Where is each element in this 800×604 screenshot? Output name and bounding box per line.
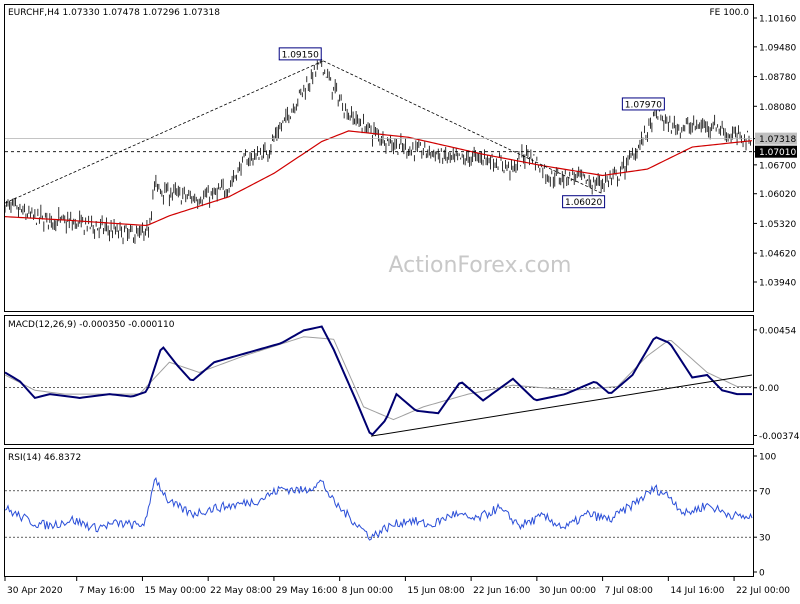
annotation-0: 1.09150 <box>278 47 322 61</box>
macd-tick-label: -0.003745 <box>759 432 800 442</box>
moving-average-line <box>4 130 753 227</box>
x-tick-label: 30 Apr 2020 <box>7 586 63 596</box>
x-tick-label: 22 Jul 00:00 <box>736 586 790 596</box>
annotation-box <box>621 97 665 111</box>
annotation-1: 1.07970 <box>621 97 665 111</box>
x-tick-label: 7 May 16:00 <box>79 586 135 596</box>
x-tick-label: 30 Jun 00:00 <box>539 586 596 596</box>
price-tick-label: 1.03940 <box>759 279 796 289</box>
x-tick-label: 14 Jul 16:00 <box>670 586 724 596</box>
rsi-title: RSI(14) 46.8372 <box>8 453 81 463</box>
level-badge <box>755 145 797 158</box>
price-trend-line-1 <box>323 60 603 195</box>
fe-label: FE 100.0 <box>710 8 750 18</box>
price-tick-label: 1.08080 <box>759 103 796 113</box>
price-tick-label: 1.07010 <box>759 148 796 158</box>
x-tick-label: 15 Jun 08:00 <box>407 586 464 596</box>
rsi-tick-label: 0 <box>759 569 765 579</box>
macd-panel <box>4 315 754 445</box>
price-tick-label: 1.08780 <box>759 73 796 83</box>
x-tick-label: 15 May 00:00 <box>144 586 206 596</box>
rsi-tick-label: 100 <box>759 453 776 463</box>
price-layer: 1.09150 1.07970 1.06020 <box>4 47 753 245</box>
macd-trend-line-0 <box>370 374 753 437</box>
x-tick-label: 7 Jul 08:00 <box>605 586 654 596</box>
current-price-badge <box>755 132 797 145</box>
rsi-tick-label: 30 <box>759 534 771 544</box>
macd-tick-label: 0.00 <box>759 384 779 394</box>
rsi-tick-label: 70 <box>759 487 771 497</box>
price-tick-label: 1.07318 <box>759 135 796 145</box>
x-tick-label: 8 Jun 00:00 <box>342 586 394 596</box>
annotation-box <box>278 47 322 61</box>
annotation-label: 1.07970 <box>625 100 662 110</box>
x-tick-label: 22 Jun 16:00 <box>473 586 530 596</box>
price-tick-label: 1.10160 <box>759 15 796 25</box>
price-tick-label: 1.09480 <box>759 43 796 53</box>
candlesticks <box>4 53 751 245</box>
macd-title: MACD(12,26,9) -0.000350 -0.000110 <box>8 320 175 330</box>
price-title: EURCHF,H4 1.07330 1.07478 1.07296 1.0731… <box>8 8 220 18</box>
rsi-panel <box>4 448 754 577</box>
price-panel <box>4 4 754 312</box>
annotation-2: 1.06020 <box>562 195 606 209</box>
watermark: ActionForex.com <box>389 253 572 278</box>
macd-layer <box>4 325 753 437</box>
annotation-label: 1.09150 <box>282 50 319 60</box>
x-tick-label: 22 May 08:00 <box>210 586 272 596</box>
price-trend-line-0 <box>4 60 324 204</box>
macd-main-line <box>4 325 752 436</box>
price-tick-label: 1.04620 <box>759 250 796 260</box>
price-tick-label: 1.05320 <box>759 220 796 230</box>
x-tick-label: 29 May 16:00 <box>276 586 338 596</box>
annotation-box <box>562 195 606 209</box>
price-tick-label: 1.06020 <box>759 190 796 200</box>
macd-signal-line <box>4 336 752 421</box>
macd-tick-label: 0.00454 <box>759 326 796 336</box>
annotation-label: 1.06020 <box>565 198 602 208</box>
axis-layer: 1.10160 1.09480 1.08780 1.08080 1.07318 1.070… <box>4 15 800 596</box>
rsi-layer <box>4 476 753 541</box>
price-tick-label: 1.06700 <box>759 161 796 171</box>
rsi-line <box>4 476 753 541</box>
